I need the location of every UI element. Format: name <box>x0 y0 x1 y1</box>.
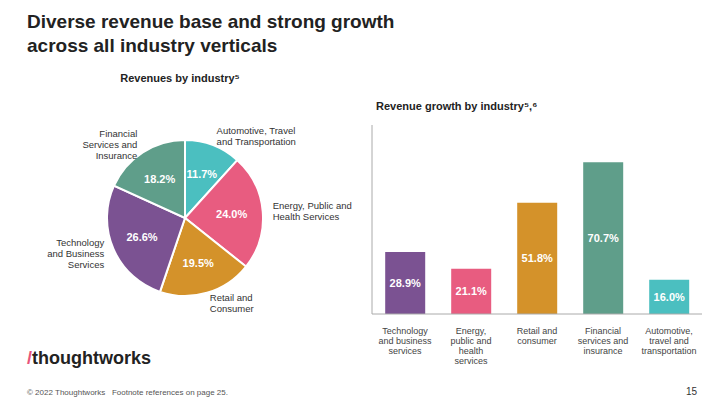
svg-text:26.6%: 26.6% <box>126 231 157 243</box>
svg-text:Energy, Public andHealth Servi: Energy, Public andHealth Services <box>273 200 352 222</box>
html-text:Diverse revenue base and stron: Diverse revenue base and strong growth <box>27 11 395 32</box>
html-text:© 2022 Thoughtworks Footnote r: © 2022 Thoughtworks Footnote references … <box>27 388 228 397</box>
svg-text:21.1%: 21.1% <box>456 285 487 297</box>
svg-text:FinancialServices andInsurance: FinancialServices andInsurance <box>82 127 137 160</box>
svg-text:Technologyand BusinessServices: Technologyand BusinessServices <box>47 236 104 269</box>
html-text:Revenues by industry⁵: Revenues by industry⁵ <box>120 72 240 84</box>
html-text:/ thoughtworks: / thoughtworks <box>27 348 151 368</box>
svg-text:Technologyand businessservices: Technologyand businessservices <box>378 326 432 356</box>
svg-text:70.7%: 70.7% <box>588 232 619 244</box>
svg-text:24.0%: 24.0% <box>216 208 247 220</box>
html-text:15: 15 <box>685 386 697 397</box>
svg-text:18.2%: 18.2% <box>144 173 175 185</box>
svg-text:51.8%: 51.8% <box>522 252 553 264</box>
svg-text:16.0%: 16.0% <box>654 291 685 303</box>
html-text:across all industry verticals: across all industry verticals <box>27 35 278 56</box>
svg-text:28.9%: 28.9% <box>390 277 421 289</box>
svg-text:Automotive,travel andtransport: Automotive,travel andtransportation <box>641 326 696 356</box>
html-text:Revenue growth by industry⁵,⁶: Revenue growth by industry⁵,⁶ <box>376 100 538 112</box>
svg-text:Energy,public andhealthservice: Energy,public andhealthservices <box>450 326 491 366</box>
svg-text:19.5%: 19.5% <box>183 257 214 269</box>
svg-text:11.7%: 11.7% <box>187 168 218 180</box>
svg-text:Retail andconsumer: Retail andconsumer <box>517 326 558 346</box>
svg-text:Retail andConsumer: Retail andConsumer <box>210 291 254 313</box>
svg-text:Financialservices andinsurance: Financialservices andinsurance <box>578 326 629 356</box>
svg-text:Automotive, Traveland Transpor: Automotive, Traveland Transportation <box>217 125 296 147</box>
